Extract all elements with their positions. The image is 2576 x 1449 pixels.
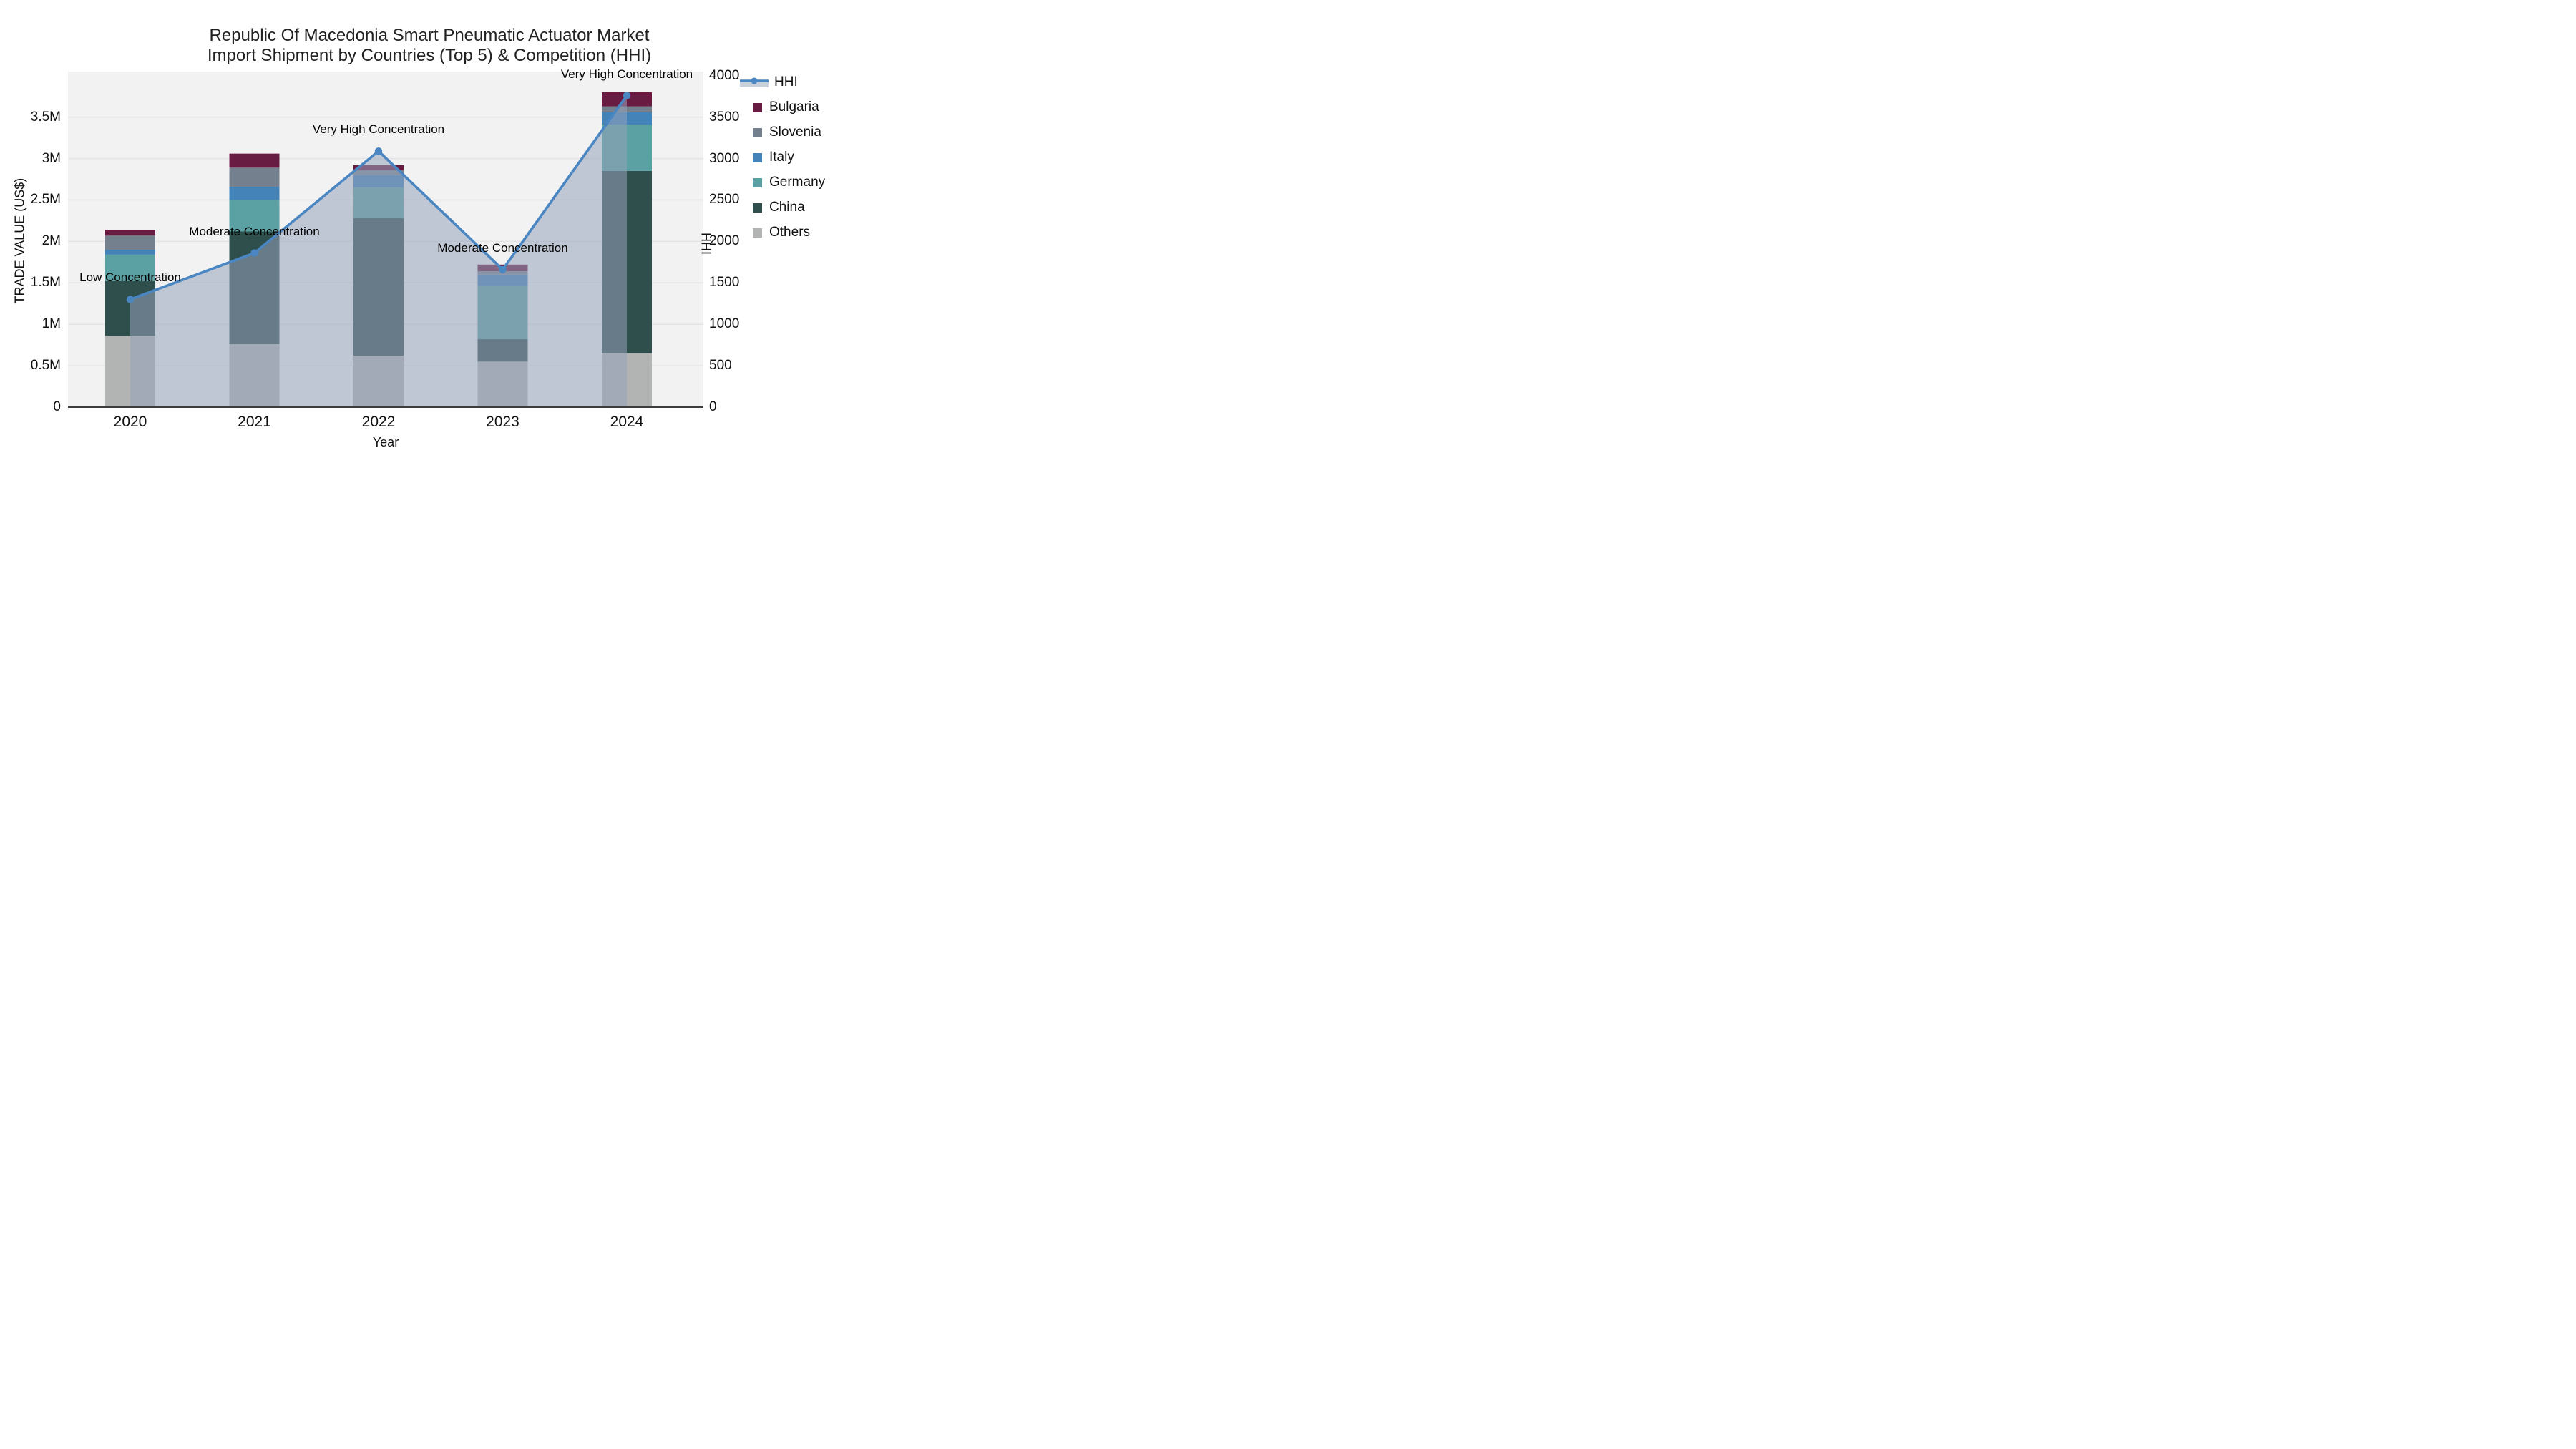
y-tick-left-3M: 3M: [42, 150, 61, 166]
bar-segment-bulgaria-2020[interactable]: [105, 230, 155, 236]
legend-item-germany[interactable]: Germany: [753, 175, 825, 190]
y-tick-right-2000: 2000: [709, 233, 740, 249]
annotation-2021: Moderate Concentration: [189, 224, 320, 238]
italy-color-swatch-icon: [753, 152, 762, 162]
legend-label-italy: Italy: [769, 150, 794, 165]
y-tick-left-2.5M: 2.5M: [30, 192, 61, 208]
hhi-point-2022[interactable]: [374, 147, 383, 155]
slovenia-color-swatch-icon: [753, 127, 762, 137]
y-tick-right-1500: 1500: [709, 275, 740, 291]
legend-item-china[interactable]: China: [753, 200, 825, 215]
legend-label-hhi: HHI: [774, 74, 798, 89]
y-tick-left-1M: 1M: [42, 316, 61, 332]
y-tick-left-3.5M: 3.5M: [30, 109, 61, 125]
hhi-point-2024[interactable]: [623, 92, 631, 99]
bar-segment-italy-2021[interactable]: [229, 186, 280, 200]
y-tick-right-500: 500: [709, 358, 732, 374]
legend-label-germany: Germany: [769, 175, 826, 190]
legend-label-china: China: [769, 200, 805, 215]
bar-segment-germany-2021[interactable]: [229, 200, 280, 232]
y-axis-title-left: TRADE VALUE (US$): [12, 177, 27, 304]
annotation-2023: Moderate Concentration: [437, 240, 568, 255]
legend-label-slovenia: Slovenia: [769, 125, 821, 140]
chart-plot-area: [68, 72, 703, 408]
x-tick-2024: 2024: [610, 414, 644, 430]
chart-page: Republic Of Macedonia Smart Pneumatic Ac…: [0, 0, 859, 483]
hhi-point-2023[interactable]: [499, 265, 507, 273]
bulgaria-color-swatch-icon: [753, 102, 762, 112]
y-tick-right-4000: 4000: [709, 67, 740, 83]
annotation-2022: Very High Concentration: [312, 122, 445, 137]
hhi-line-swatch-icon: [740, 77, 769, 87]
y-tick-left-0: 0: [53, 399, 61, 414]
annotation-2020: Low Concentration: [79, 270, 181, 285]
y-tick-right-2500: 2500: [709, 192, 740, 208]
hhi-point-2021[interactable]: [250, 249, 258, 257]
legend-item-others[interactable]: Others: [753, 225, 825, 240]
x-tick-2023: 2023: [486, 414, 519, 430]
chart-title-line2: Import Shipment by Countries (Top 5) & C…: [207, 46, 652, 65]
legend-item-hhi[interactable]: HHI: [740, 74, 825, 90]
x-tick-2021: 2021: [238, 414, 271, 430]
bar-segment-italy-2020[interactable]: [105, 249, 155, 255]
legend-item-bulgaria[interactable]: Bulgaria: [753, 99, 825, 115]
legend-label-bulgaria: Bulgaria: [769, 99, 819, 114]
bar-segment-bulgaria-2021[interactable]: [229, 153, 280, 168]
bar-segment-slovenia-2020[interactable]: [105, 235, 155, 250]
germany-color-swatch-icon: [753, 177, 762, 187]
bar-segment-slovenia-2021[interactable]: [229, 167, 280, 187]
y-tick-left-1.5M: 1.5M: [30, 275, 61, 291]
legend-item-italy[interactable]: Italy: [753, 150, 825, 165]
x-axis-title: Year: [372, 435, 399, 449]
y-axis-title-right: HHI: [698, 233, 713, 255]
others-color-swatch-icon: [753, 228, 762, 238]
y-tick-left-0.5M: 0.5M: [30, 358, 61, 374]
annotation-2024: Very High Concentration: [560, 67, 693, 81]
y-tick-right-3500: 3500: [709, 109, 740, 125]
hhi-point-2020[interactable]: [126, 296, 135, 303]
hhi-area-fill: [130, 95, 627, 408]
legend: HHI Bulgaria Slovenia Italy Germany China Othe…: [740, 74, 825, 250]
bar-segment-germany-2020[interactable]: [105, 254, 155, 281]
y-tick-left-2M: 2M: [42, 233, 61, 249]
x-tick-2020: 2020: [113, 414, 147, 430]
y-tick-right-1000: 1000: [709, 316, 740, 332]
legend-item-slovenia[interactable]: Slovenia: [753, 125, 825, 140]
x-tick-2022: 2022: [361, 414, 396, 430]
china-color-swatch-icon: [753, 203, 762, 213]
y-tick-right-3000: 3000: [709, 150, 740, 166]
y-tick-right-0: 0: [709, 399, 717, 414]
chart-title-line1: Republic Of Macedonia Smart Pneumatic Ac…: [209, 26, 650, 45]
legend-label-others: Others: [769, 225, 811, 240]
